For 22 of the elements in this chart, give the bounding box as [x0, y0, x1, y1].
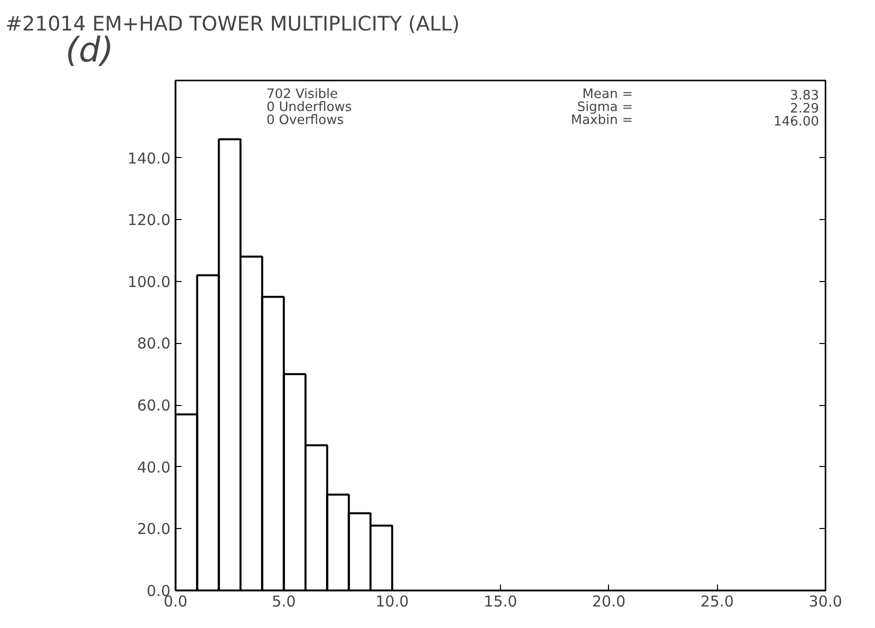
x-tick-label: 5.0 [272, 592, 296, 610]
annotation: 3.83 [790, 88, 820, 104]
x-tick-label: 10.0 [375, 592, 409, 610]
annotation: Maxbin = [570, 113, 633, 128]
y-tick-label: 40.0 [137, 458, 171, 476]
y-tick-label: 80.0 [137, 334, 171, 353]
x-tick-label: 25.0 [700, 592, 734, 610]
y-tick-label: 120.0 [128, 211, 171, 230]
annotation: Sigma = [577, 100, 633, 115]
x-tick-label: 15.0 [484, 592, 518, 610]
annotation: 2.29 [790, 102, 820, 116]
annotation: 0 Underflows [266, 100, 352, 115]
annotation: 0 Overflows [266, 113, 344, 128]
y-tick-label: 140.0 [128, 149, 171, 168]
annotation: 146.00 [774, 114, 820, 130]
annotation: 702 Visible [266, 87, 338, 102]
x-tick-label: 20.0 [592, 592, 626, 610]
y-tick-label: 20.0 [137, 520, 171, 538]
y-tick-label: 60.0 [137, 396, 171, 415]
annotation: Mean = [582, 87, 633, 102]
y-tick-label: 100.0 [128, 272, 171, 291]
x-tick-label: 30.0 [808, 592, 842, 610]
